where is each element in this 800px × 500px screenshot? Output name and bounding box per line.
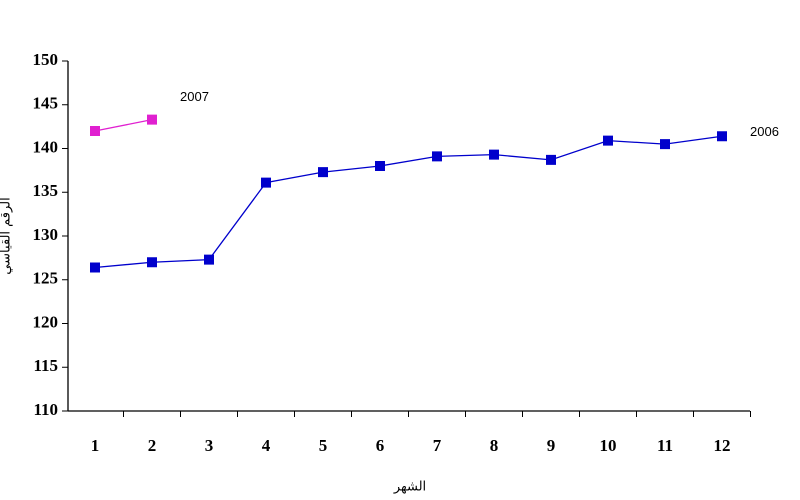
x-tick-label: 12 bbox=[714, 436, 731, 455]
data-point bbox=[432, 151, 442, 162]
y-tick-label: 115 bbox=[33, 356, 58, 375]
series-line bbox=[94, 135, 723, 269]
data-point bbox=[147, 257, 157, 268]
x-tick-label: 7 bbox=[433, 436, 442, 455]
data-point bbox=[90, 262, 100, 273]
y-tick-label: 120 bbox=[33, 312, 59, 331]
x-tick-label: 11 bbox=[657, 436, 673, 455]
y-tick-label: 125 bbox=[33, 269, 59, 288]
data-point bbox=[546, 154, 556, 165]
x-tick-label: 10 bbox=[600, 436, 617, 455]
x-tick-label: 4 bbox=[262, 436, 271, 455]
series-line bbox=[94, 118, 153, 132]
data-point bbox=[717, 131, 727, 142]
data-point bbox=[90, 126, 100, 136]
x-tick-label: 8 bbox=[490, 436, 499, 455]
data-point bbox=[660, 139, 670, 150]
y-axis-label: الرقم القياسي bbox=[0, 197, 14, 275]
data-point bbox=[204, 254, 214, 265]
data-point bbox=[261, 177, 271, 188]
series-label: 2006 bbox=[750, 124, 779, 139]
y-tick-label: 110 bbox=[33, 400, 58, 419]
data-point bbox=[147, 114, 157, 125]
data-point bbox=[489, 149, 499, 160]
y-tick-label: 130 bbox=[33, 225, 59, 244]
data-point bbox=[603, 135, 613, 146]
y-tick-label: 150 bbox=[33, 50, 59, 69]
data-point bbox=[375, 161, 385, 171]
y-tick-label: 140 bbox=[33, 137, 59, 156]
x-tick-label: 9 bbox=[547, 436, 556, 455]
series-label: 2007 bbox=[180, 89, 209, 104]
x-tick-label: 3 bbox=[205, 436, 214, 455]
x-tick-label: 5 bbox=[319, 436, 328, 455]
data-point bbox=[318, 167, 328, 178]
x-tick-label: 2 bbox=[148, 436, 157, 455]
y-tick-label: 135 bbox=[33, 181, 59, 200]
x-tick-label: 6 bbox=[376, 436, 385, 455]
x-tick-label: 1 bbox=[91, 436, 100, 455]
y-tick-label: 145 bbox=[33, 94, 59, 113]
x-axis-label: الشهر bbox=[393, 480, 426, 495]
